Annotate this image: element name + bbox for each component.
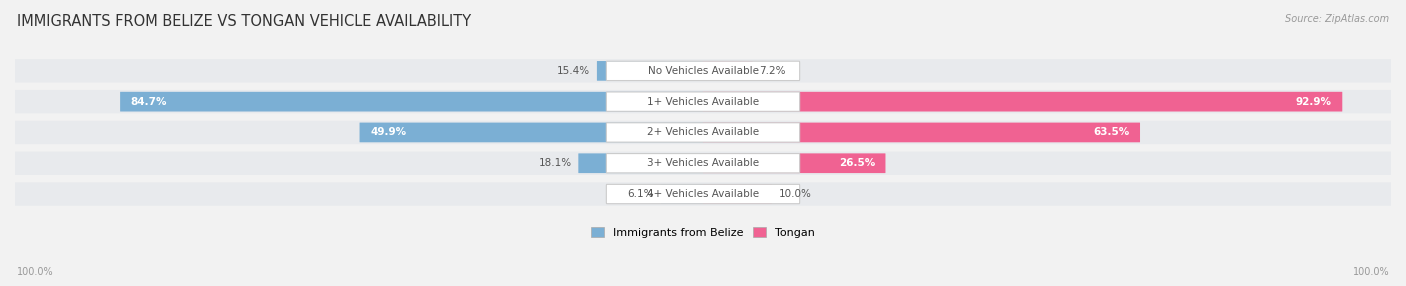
FancyBboxPatch shape xyxy=(703,61,752,81)
Text: 2+ Vehicles Available: 2+ Vehicles Available xyxy=(647,128,759,138)
Text: 26.5%: 26.5% xyxy=(839,158,875,168)
Text: 84.7%: 84.7% xyxy=(131,97,167,107)
Text: 63.5%: 63.5% xyxy=(1094,128,1129,138)
Text: 15.4%: 15.4% xyxy=(557,66,591,76)
FancyBboxPatch shape xyxy=(15,152,1391,175)
FancyBboxPatch shape xyxy=(703,92,1343,112)
FancyBboxPatch shape xyxy=(661,184,703,204)
Text: 10.0%: 10.0% xyxy=(779,189,811,199)
Text: 100.0%: 100.0% xyxy=(17,267,53,277)
Text: Source: ZipAtlas.com: Source: ZipAtlas.com xyxy=(1285,14,1389,24)
Legend: Immigrants from Belize, Tongan: Immigrants from Belize, Tongan xyxy=(591,227,815,238)
Text: 18.1%: 18.1% xyxy=(538,158,572,168)
FancyBboxPatch shape xyxy=(703,153,886,173)
Text: 49.9%: 49.9% xyxy=(370,128,406,138)
Text: 100.0%: 100.0% xyxy=(1353,267,1389,277)
FancyBboxPatch shape xyxy=(606,154,800,173)
FancyBboxPatch shape xyxy=(606,92,800,111)
FancyBboxPatch shape xyxy=(578,153,703,173)
FancyBboxPatch shape xyxy=(15,90,1391,113)
Text: IMMIGRANTS FROM BELIZE VS TONGAN VEHICLE AVAILABILITY: IMMIGRANTS FROM BELIZE VS TONGAN VEHICLE… xyxy=(17,14,471,29)
FancyBboxPatch shape xyxy=(598,61,703,81)
Text: No Vehicles Available: No Vehicles Available xyxy=(648,66,758,76)
Text: 92.9%: 92.9% xyxy=(1296,97,1331,107)
Text: 4+ Vehicles Available: 4+ Vehicles Available xyxy=(647,189,759,199)
Text: 3+ Vehicles Available: 3+ Vehicles Available xyxy=(647,158,759,168)
FancyBboxPatch shape xyxy=(606,123,800,142)
Text: 7.2%: 7.2% xyxy=(759,66,786,76)
FancyBboxPatch shape xyxy=(15,182,1391,206)
FancyBboxPatch shape xyxy=(703,123,1140,142)
Text: 1+ Vehicles Available: 1+ Vehicles Available xyxy=(647,97,759,107)
Text: 6.1%: 6.1% xyxy=(627,189,654,199)
FancyBboxPatch shape xyxy=(120,92,703,112)
FancyBboxPatch shape xyxy=(15,121,1391,144)
FancyBboxPatch shape xyxy=(703,184,772,204)
FancyBboxPatch shape xyxy=(606,184,800,204)
FancyBboxPatch shape xyxy=(360,123,703,142)
FancyBboxPatch shape xyxy=(15,59,1391,83)
FancyBboxPatch shape xyxy=(606,61,800,81)
